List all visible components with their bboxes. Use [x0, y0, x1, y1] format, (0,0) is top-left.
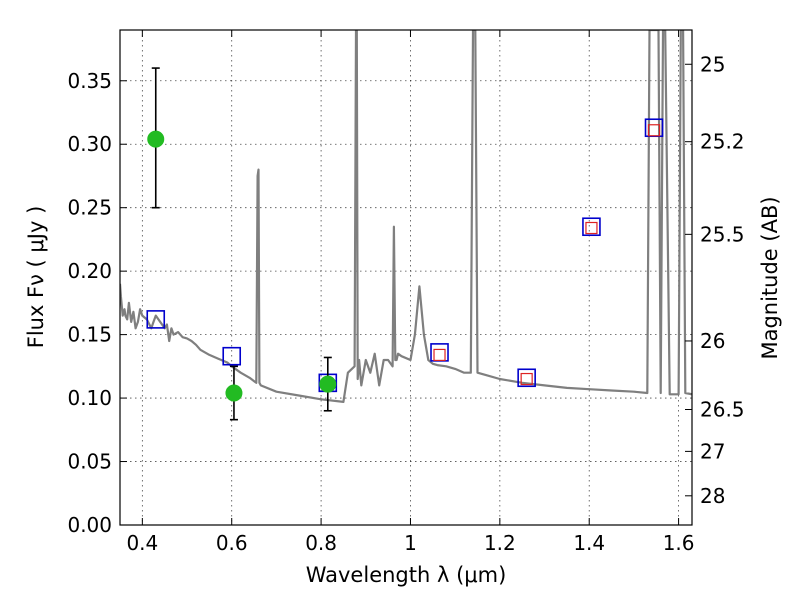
y-tick-label: 0.25 — [67, 196, 112, 220]
observed-photometry-square — [433, 348, 446, 362]
model-photometry-square — [582, 217, 601, 237]
model-photometry-square — [146, 310, 166, 329]
observed-photometry-square — [520, 372, 533, 386]
y-tick-label: 0.30 — [67, 132, 112, 156]
x-tick-label: 0.6 — [216, 531, 248, 555]
spectrum-line — [120, 30, 692, 403]
magnitude-tick-label: 25 — [700, 52, 725, 76]
y-tick-label: 0.15 — [67, 323, 112, 347]
magnitude-tick-label: 25.2 — [700, 130, 745, 154]
magnitude-tick-label: 28 — [700, 484, 725, 508]
plot-frame — [119, 29, 693, 526]
observed-photometry-square — [647, 124, 661, 137]
x-tick-label: 0.4 — [126, 531, 158, 555]
x-tick-label: 0.8 — [305, 531, 337, 555]
x-tick-labels: 0.4 0.6 0.8 1 1.2 1.4 1.6 — [126, 531, 694, 555]
magnitude-tick-label: 26 — [700, 329, 725, 353]
model-photometry-square — [517, 368, 536, 388]
flux-point — [147, 130, 165, 148]
y-tick-label: 0.35 — [67, 69, 112, 93]
marker-layer — [146, 67, 664, 421]
flux-point — [319, 375, 337, 393]
right-axis-label: Magnitude (AB) — [758, 196, 782, 359]
magnitude-tick-label: 25.5 — [700, 222, 745, 246]
grid-layer — [120, 30, 692, 526]
x-tick-label: 1 — [404, 531, 417, 555]
observed-photometry-square — [585, 221, 598, 235]
model-photometry-square — [222, 346, 242, 366]
x-axis-label: Wavelength λ (μm) — [306, 563, 507, 587]
x-tick-label: 1.4 — [573, 531, 605, 555]
x-tick-label: 1.2 — [484, 531, 516, 555]
y-tick-label: 0.05 — [67, 450, 112, 474]
magnitude-tick-labels: 25 25.2 25.5 26 26.5 27 28 — [700, 52, 745, 508]
magnitude-tick-label: 26.5 — [700, 398, 745, 422]
tick-layer — [120, 30, 692, 526]
magnitude-tick-label: 27 — [700, 439, 725, 463]
x-tick-label: 1.6 — [663, 531, 695, 555]
y-tick-label: 0.20 — [67, 259, 112, 283]
y-tick-label: 0.00 — [67, 513, 112, 537]
spectrum-layer — [120, 30, 692, 403]
y-tick-label: 0.10 — [67, 386, 112, 410]
y-tick-labels: 0.00 0.05 0.10 0.15 0.20 0.25 0.30 0.35 — [67, 69, 112, 537]
flux-point — [225, 384, 243, 402]
y-axis-label: Flux Fν ( μJy ) — [24, 206, 48, 349]
